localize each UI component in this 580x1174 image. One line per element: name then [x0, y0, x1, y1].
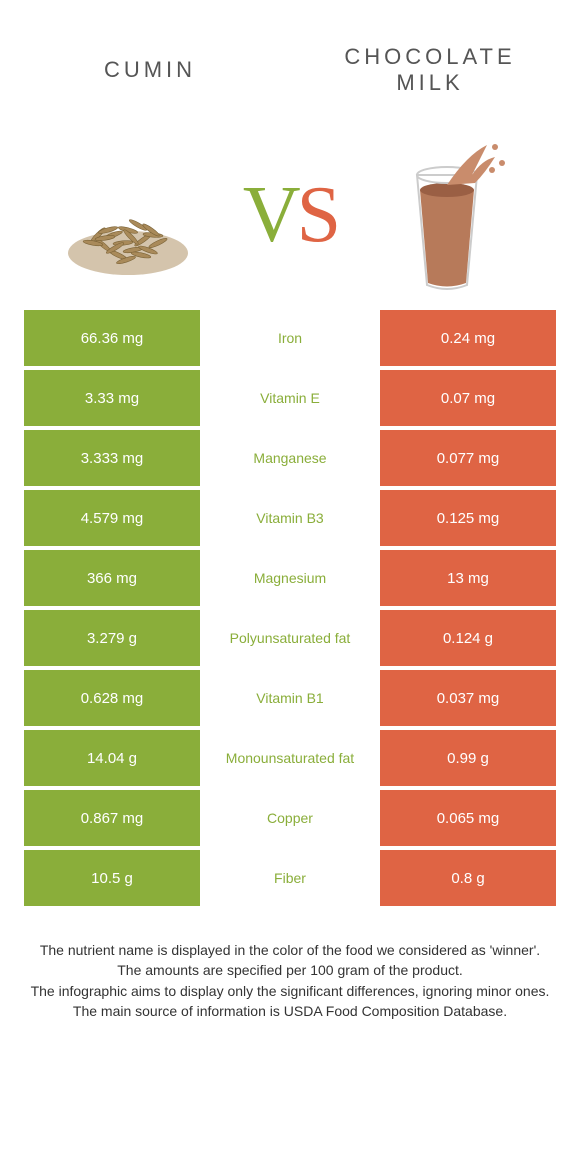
nutrient-name: Vitamin B1	[200, 670, 380, 726]
table-row: 3.333 mgManganese0.077 mg	[24, 430, 556, 486]
left-value: 14.04 g	[24, 730, 200, 786]
table-row: 0.628 mgVitamin B10.037 mg	[24, 670, 556, 726]
table-row: 14.04 gMonounsaturated fat0.99 g	[24, 730, 556, 786]
nutrient-name: Manganese	[200, 430, 380, 486]
left-value: 3.333 mg	[24, 430, 200, 486]
left-value: 66.36 mg	[24, 310, 200, 366]
footer-notes: The nutrient name is displayed in the co…	[0, 910, 580, 1021]
nutrient-name: Iron	[200, 310, 380, 366]
footer-line-3: The infographic aims to display only the…	[30, 981, 550, 1001]
nutrient-name: Copper	[200, 790, 380, 846]
right-value: 0.125 mg	[380, 490, 556, 546]
right-value: 0.077 mg	[380, 430, 556, 486]
footer-line-2: The amounts are specified per 100 gram o…	[30, 960, 550, 980]
footer-line-4: The main source of information is USDA F…	[30, 1001, 550, 1021]
right-value: 0.24 mg	[380, 310, 556, 366]
right-value: 0.037 mg	[380, 670, 556, 726]
nutrient-name: Magnesium	[200, 550, 380, 606]
left-food-title: CUMIN	[30, 57, 270, 83]
nutrient-name: Fiber	[200, 850, 380, 906]
table-row: 4.579 mgVitamin B30.125 mg	[24, 490, 556, 546]
right-value: 0.07 mg	[380, 370, 556, 426]
left-value: 10.5 g	[24, 850, 200, 906]
right-value: 13 mg	[380, 550, 556, 606]
left-value: 0.628 mg	[24, 670, 200, 726]
table-row: 0.867 mgCopper0.065 mg	[24, 790, 556, 846]
right-value: 0.99 g	[380, 730, 556, 786]
nutrient-name: Monounsaturated fat	[200, 730, 380, 786]
table-row: 366 mgMagnesium13 mg	[24, 550, 556, 606]
footer-line-1: The nutrient name is displayed in the co…	[30, 940, 550, 960]
chocolate-milk-image	[357, 135, 537, 295]
nutrition-table: 66.36 mgIron0.24 mg3.33 mgVitamin E0.07 …	[0, 310, 580, 906]
left-value: 3.279 g	[24, 610, 200, 666]
right-value: 0.124 g	[380, 610, 556, 666]
nutrient-name: Polyunsaturated fat	[200, 610, 380, 666]
left-value: 3.33 mg	[24, 370, 200, 426]
header: CUMIN CHOCOLATE MILK	[0, 0, 580, 120]
nutrient-name: Vitamin B3	[200, 490, 380, 546]
right-value: 0.8 g	[380, 850, 556, 906]
table-row: 3.279 gPolyunsaturated fat0.124 g	[24, 610, 556, 666]
left-value: 366 mg	[24, 550, 200, 606]
table-row: 66.36 mgIron0.24 mg	[24, 310, 556, 366]
vs-label: VS	[243, 170, 337, 261]
table-row: 3.33 mgVitamin E0.07 mg	[24, 370, 556, 426]
right-value: 0.065 mg	[380, 790, 556, 846]
nutrient-name: Vitamin E	[200, 370, 380, 426]
images-row: VS	[0, 120, 580, 310]
right-food-title: CHOCOLATE MILK	[310, 44, 550, 97]
left-value: 4.579 mg	[24, 490, 200, 546]
table-row: 10.5 gFiber0.8 g	[24, 850, 556, 906]
left-value: 0.867 mg	[24, 790, 200, 846]
vs-v: V	[243, 171, 297, 259]
cumin-image	[43, 135, 223, 295]
vs-s: S	[297, 171, 338, 259]
